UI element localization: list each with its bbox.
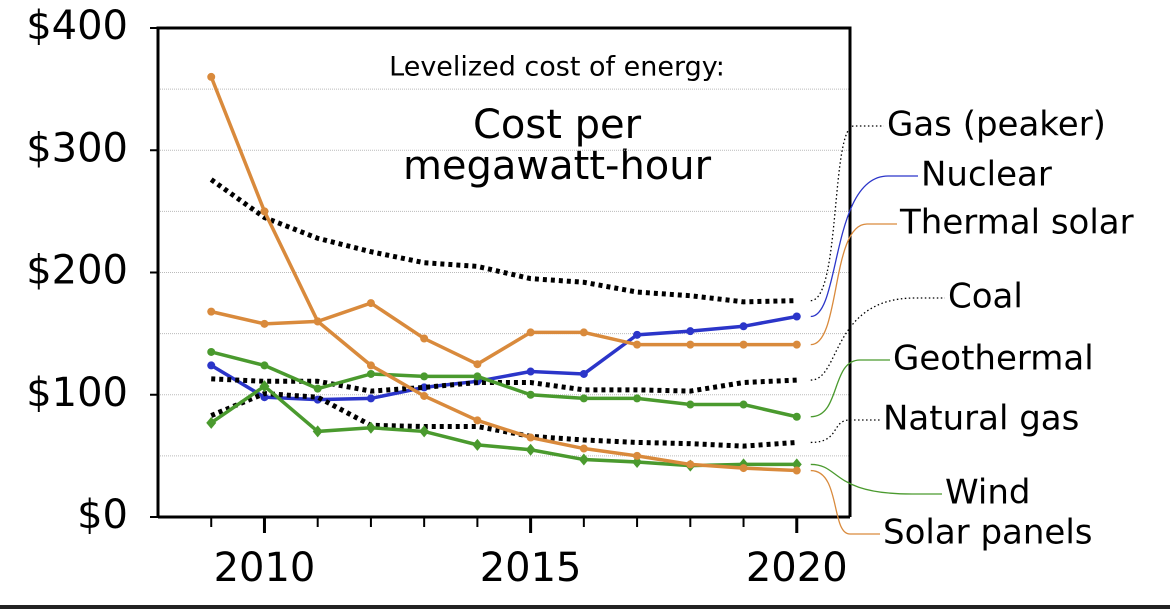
series-line [210, 350, 798, 419]
marker [525, 443, 536, 456]
marker [739, 322, 748, 331]
legend-label: Nuclear [921, 155, 1052, 195]
marker [633, 451, 642, 460]
marker [739, 400, 748, 409]
marker [206, 416, 217, 429]
marker [578, 453, 589, 466]
marker [366, 369, 375, 378]
marker [579, 369, 588, 378]
marker [526, 433, 535, 442]
legend-label: Geothermal [893, 339, 1094, 379]
marker [792, 312, 801, 321]
marker [633, 394, 642, 403]
legend-label: Wind [945, 473, 1030, 513]
marker [526, 367, 535, 376]
marker [312, 425, 323, 438]
x-tick-label: 2010 [214, 545, 316, 591]
x-tick-label: 2020 [746, 545, 848, 591]
y-tick-label: $400 [26, 3, 128, 49]
legend-label: Natural gas [883, 399, 1079, 439]
leader-line [810, 223, 897, 346]
leader-line [810, 125, 884, 302]
series-line [210, 390, 797, 449]
legend-label: Gas (peaker) [887, 105, 1106, 145]
marker [260, 319, 269, 328]
marker [366, 394, 375, 403]
series-line [209, 76, 797, 473]
marker [579, 394, 588, 403]
marker [420, 391, 429, 400]
leader-line [810, 175, 918, 318]
marker [313, 317, 322, 326]
chart-subtitle: Cost per [473, 102, 642, 148]
leader-line [810, 463, 942, 495]
marker [686, 327, 695, 336]
marker [792, 466, 801, 475]
marker [365, 421, 376, 434]
marker [472, 438, 483, 451]
marker [473, 360, 482, 369]
leader-line [810, 359, 890, 418]
marker [313, 384, 322, 393]
marker [792, 340, 801, 349]
marker [579, 328, 588, 337]
marker [473, 372, 482, 381]
marker [419, 425, 430, 438]
legend-label: Solar panels [883, 513, 1093, 553]
series-line [211, 376, 797, 394]
marker [579, 444, 588, 453]
marker [260, 207, 269, 216]
marker [739, 464, 748, 473]
leader-line [810, 419, 880, 444]
marker [473, 416, 482, 425]
marker [633, 330, 642, 339]
marker [526, 328, 535, 337]
marker [259, 380, 270, 393]
marker [207, 347, 216, 356]
marker [686, 460, 695, 469]
y-tick-label: $300 [26, 125, 128, 171]
marker [260, 361, 269, 370]
marker [207, 361, 216, 370]
marker [207, 72, 216, 81]
marker [420, 334, 429, 343]
series-line [210, 314, 798, 402]
marker [420, 372, 429, 381]
legend-label: Coal [948, 277, 1023, 317]
chart-subtitle: megawatt-hour [403, 143, 712, 189]
marker [686, 340, 695, 349]
series-line [209, 177, 797, 305]
x-tick-label: 2015 [480, 545, 582, 591]
y-tick-label: $100 [26, 370, 128, 416]
y-tick-label: $200 [26, 248, 128, 294]
marker [526, 390, 535, 399]
legend-label: Thermal solar [899, 203, 1134, 243]
marker [739, 340, 748, 349]
marker [366, 299, 375, 308]
marker [207, 307, 216, 316]
y-tick-label: $0 [77, 492, 128, 538]
marker [686, 400, 695, 409]
leader-line [810, 469, 880, 535]
marker [633, 340, 642, 349]
series-line [210, 301, 797, 367]
marker [792, 412, 801, 421]
marker [366, 361, 375, 370]
chart-title: Levelized cost of energy: [389, 52, 725, 83]
